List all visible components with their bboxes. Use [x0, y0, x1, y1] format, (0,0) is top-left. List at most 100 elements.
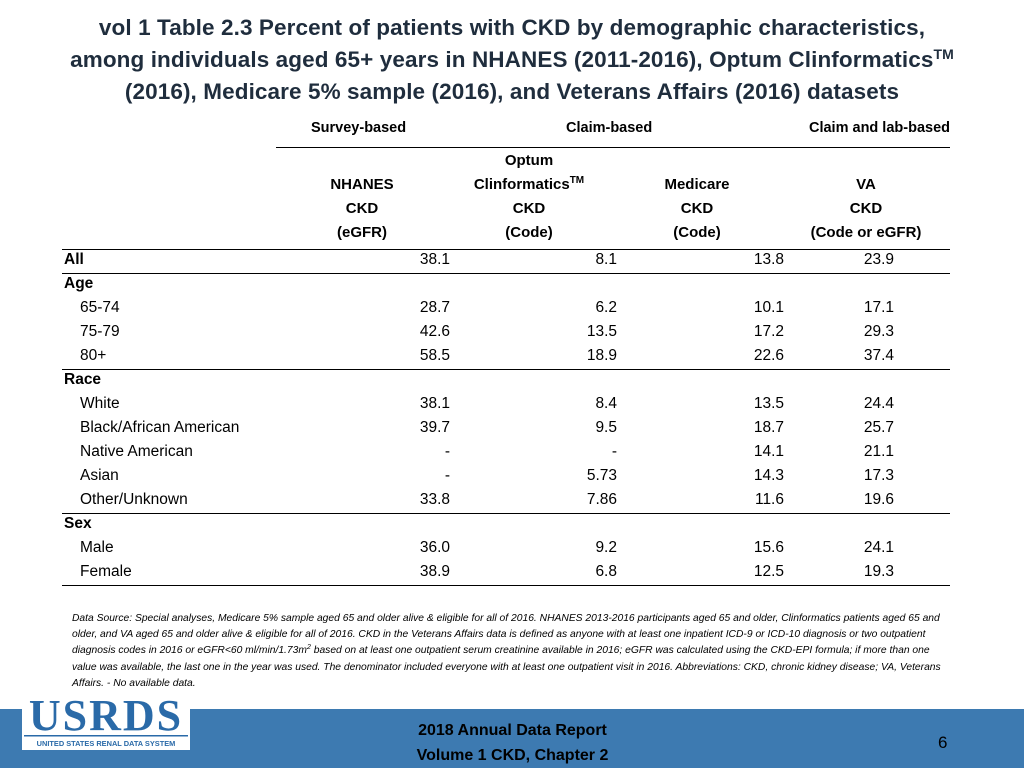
table-row: Male 36.0 9.2 15.6 24.1 [62, 537, 950, 561]
title-line-1: vol 1 Table 2.3 Percent of patients with… [98, 15, 926, 40]
col-header-optum: Optum ClinformaticsTM CKD (Code) [434, 152, 624, 248]
cell-medicare: 17.2 [753, 323, 784, 340]
report-label: 2018 Annual Data Report Volume 1 CKD, Ch… [380, 718, 645, 768]
slide-title: vol 1 Table 2.3 Percent of patients with… [20, 12, 1004, 108]
cell-nhanes: 38.1 [419, 395, 450, 412]
cell-medicare: 14.1 [753, 443, 784, 460]
footnote-superscript: 2 [306, 644, 311, 652]
cell-medicare: 10.1 [753, 299, 784, 316]
cell-va: 23.9 [863, 251, 894, 268]
cell-medicare: 18.7 [753, 419, 784, 436]
col-header-va: VA CKD (Code or eGFR) [771, 152, 961, 248]
trademark-superscript: TM [569, 175, 585, 186]
logo-background [22, 690, 190, 750]
group-claim-based: Claim-based [566, 120, 653, 136]
cell-optum: 9.5 [595, 419, 617, 436]
cell-va: 19.6 [863, 491, 894, 508]
cell-nhanes: 38.1 [419, 251, 450, 268]
cell-nhanes: 36.0 [419, 539, 450, 556]
cell-optum: 6.2 [595, 299, 617, 316]
cell-medicare: 22.6 [753, 347, 784, 364]
col-header-name-text: Clinformatics [473, 176, 570, 193]
col-header-line1 [771, 152, 961, 176]
col-header-name: NHANES [330, 176, 394, 193]
title-line-2: among individuals aged 65+ years in NHAN… [20, 44, 1004, 76]
col-header-line1 [602, 152, 792, 176]
logo-wordmark: USRDS [29, 691, 183, 740]
cell-medicare: 14.3 [753, 467, 784, 484]
cell-optum: 6.8 [595, 563, 617, 580]
row-label: 65-74 [80, 299, 120, 316]
table-row: Asian - 5.73 14.3 17.3 [62, 465, 950, 489]
row-label: Age [64, 275, 94, 292]
cell-medicare: 15.6 [753, 539, 784, 556]
table-row: White 38.1 8.4 13.5 24.4 [62, 393, 950, 417]
col-header-medicare: Medicare CKD (Code) [602, 152, 792, 248]
cell-va: 21.1 [863, 443, 894, 460]
cell-va: 19.3 [863, 563, 894, 580]
cell-nhanes: 42.6 [419, 323, 450, 340]
cell-va: 25.7 [863, 419, 894, 436]
trademark-superscript: TM [933, 46, 954, 62]
cell-va: 24.4 [863, 395, 894, 412]
col-header-metric: CKD [345, 200, 379, 217]
table-row-section-age: Age [62, 273, 950, 297]
row-label: White [80, 395, 120, 412]
col-header-metric: CKD [680, 200, 714, 217]
table-row-section-sex: Sex [62, 513, 950, 537]
row-label: Black/African American [80, 419, 240, 436]
table-bottom-rule [62, 585, 950, 586]
footnote-text-continued: based on at least one outpatient serum c… [72, 645, 941, 689]
table-row: Female 38.9 6.8 12.5 19.3 [62, 561, 950, 585]
cell-nhanes: 58.5 [419, 347, 450, 364]
table-row: 75-79 42.6 13.5 17.2 29.3 [62, 321, 950, 345]
table-row-section-race: Race [62, 369, 950, 393]
cell-optum: 8.4 [595, 395, 617, 412]
logo-subtitle: UNITED STATES RENAL DATA SYSTEM [37, 739, 176, 748]
col-header-metric: CKD [849, 200, 883, 217]
cell-nhanes: 33.8 [419, 491, 450, 508]
cell-medicare: 13.8 [753, 251, 784, 268]
title-line-3: (2016), Medicare 5% sample (2016), and V… [124, 79, 900, 104]
usrds-logo-graphic: USRDS UNITED STATES RENAL DATA SYSTEM [22, 690, 190, 750]
col-header-method: (eGFR) [337, 224, 387, 241]
section-rule [62, 273, 950, 274]
col-header-method: (Code) [505, 224, 553, 241]
col-header-line1: Optum [504, 152, 554, 169]
col-header-metric: CKD [512, 200, 546, 217]
section-rule [62, 369, 950, 370]
usrds-logo: USRDS UNITED STATES RENAL DATA SYSTEM [22, 690, 190, 750]
table-row: Other/Unknown 33.8 7.86 11.6 19.6 [62, 489, 950, 513]
section-rule [62, 513, 950, 514]
report-volume: Volume 1 CKD, Chapter 2 [416, 747, 609, 764]
cell-va: 17.3 [863, 467, 894, 484]
cell-optum: 9.2 [595, 539, 617, 556]
col-header-method: (Code) [673, 224, 721, 241]
cell-optum: 5.73 [586, 467, 617, 484]
group-claim-and-lab-based: Claim and lab-based [808, 120, 950, 136]
col-header-name: VA [856, 176, 876, 193]
cell-optum: 7.86 [586, 491, 617, 508]
row-label: Sex [64, 515, 92, 532]
row-label: Other/Unknown [80, 491, 188, 508]
row-label: Native American [80, 443, 193, 460]
row-label: Male [80, 539, 114, 556]
table-row-all: All 38.1 8.1 13.8 23.9 [62, 249, 950, 273]
cell-optum: - [611, 443, 617, 460]
row-label: 80+ [80, 347, 107, 364]
col-header-line1 [267, 152, 457, 176]
cell-va: 17.1 [863, 299, 894, 316]
cell-medicare: 13.5 [753, 395, 784, 412]
page-number: 6 [938, 733, 948, 752]
logo-divider [24, 735, 188, 737]
header-bottom-rule [62, 249, 950, 250]
cell-optum: 8.1 [595, 251, 617, 268]
table-row: Native American - - 14.1 21.1 [62, 441, 950, 465]
footnote-text: Data Source: Special analyses, Medicare … [72, 613, 940, 657]
table-row: 80+ 58.5 18.9 22.6 37.4 [62, 345, 950, 369]
cell-nhanes: - [444, 443, 450, 460]
cell-nhanes: 39.7 [419, 419, 450, 436]
table-row: 65-74 28.7 6.2 10.1 17.1 [62, 297, 950, 321]
cell-va: 24.1 [863, 539, 894, 556]
table-row: Black/African American 39.7 9.5 18.7 25.… [62, 417, 950, 441]
